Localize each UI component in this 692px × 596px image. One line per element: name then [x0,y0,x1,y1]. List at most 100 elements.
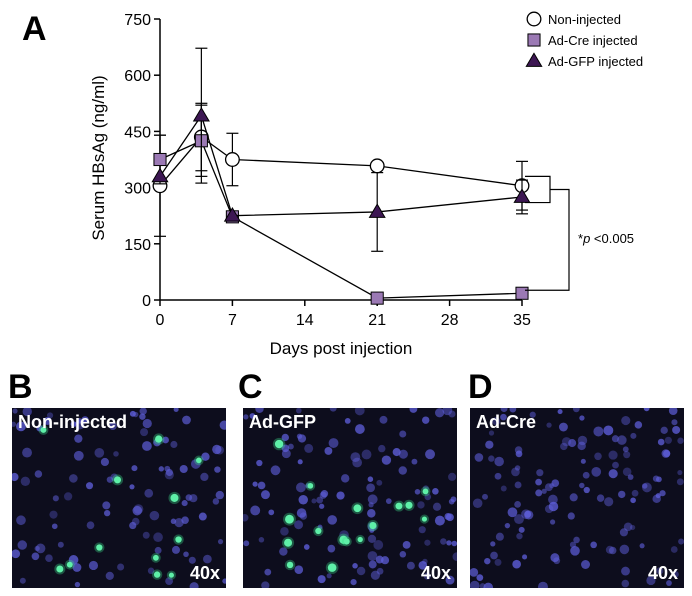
nucleus [324,447,333,455]
nucleus [279,547,288,556]
nucleus [185,494,193,501]
y-tick-label: 300 [124,181,151,198]
nucleus [378,444,386,453]
nucleus [434,408,445,418]
nucleus [217,539,224,545]
nucleus [500,485,507,492]
nucleus [570,546,580,556]
nucleus [113,451,119,457]
y-tick-label: 150 [124,237,151,254]
nucleus [664,436,672,444]
nucleus [485,440,494,449]
nucleus [479,583,486,588]
nucleus [311,498,317,504]
nucleus [548,501,559,512]
nucleus [630,497,636,504]
nucleus [631,489,639,497]
nucleus [46,412,54,419]
nucleus [634,421,643,429]
nucleus [117,563,125,571]
nucleus [594,452,602,461]
nucleus [296,408,302,414]
nucleus [548,494,558,505]
nucleus [153,532,163,543]
nucleus [639,543,645,549]
nucleus [418,526,426,534]
nucleus [19,577,26,584]
nucleus [12,421,17,427]
nucleus [623,522,633,532]
nucleus [445,575,455,585]
p-value-annotation: *p <0.005 [578,231,634,246]
nucleus [368,560,377,569]
nucleus [31,552,40,561]
nucleus [260,490,270,500]
legend-label: Ad-Cre injected [548,33,638,48]
data-point [370,291,384,305]
nucleus [579,482,585,489]
nucleus [642,482,652,493]
gfp-cell [274,439,284,449]
gfp-cell [307,482,314,489]
nucleus [524,510,532,518]
nucleus [490,541,496,547]
gfp-cell [152,554,159,561]
x-tick-label: 21 [368,312,386,329]
nucleus [666,580,672,586]
nucleus [399,551,407,558]
nucleus [612,461,619,469]
magnification-label: 40x [420,563,451,583]
nucleus [568,439,577,448]
nucleus [170,518,177,524]
nucleus [643,408,650,412]
nucleus [579,415,585,421]
series-ad-gfp-injected [151,47,531,252]
data-point [151,167,169,183]
nucleus [222,578,226,584]
data-point [223,207,241,222]
cell-field [243,408,457,588]
nucleus [451,540,457,547]
gfp-cell [56,565,64,573]
micrograph-label: Non-injected [18,412,128,432]
nucleus [354,424,365,434]
gfp-cell [395,502,403,510]
nucleus [57,541,64,548]
nucleus [257,481,266,490]
nucleus [380,556,390,565]
nucleus [326,573,332,579]
nucleus [417,501,425,509]
nucleus [189,582,199,588]
nucleus [421,416,430,424]
nucleus [129,521,137,530]
gfp-cell [357,536,363,543]
nucleus [250,505,261,516]
nucleus [356,566,366,576]
nucleus [402,540,411,549]
gfp-cell [286,561,294,569]
nucleus [52,495,59,502]
nucleus [507,507,518,518]
gfp-cell [405,501,413,509]
micrograph-ad-cre: Ad-Cre 40x [470,408,684,588]
micrograph-label: Ad-Cre [476,412,537,432]
x-axis-label: Days post injection [270,339,413,358]
nucleus [299,512,308,520]
nucleus [74,581,81,588]
nucleus [376,479,383,486]
nucleus [212,444,222,455]
nucleus [215,490,225,500]
nucleus [154,546,162,554]
nucleus [170,440,178,448]
nucleus [583,486,590,494]
nucleus [514,465,521,471]
nucleus [268,509,275,516]
nucleus [411,458,418,465]
hbsag-line-chart: 0 150 300 450 600 750 0 7 14 21 28 35 Non-injected A… [89,11,643,358]
nucleus [608,546,617,555]
nucleus [672,571,679,578]
nucleus [131,465,138,472]
nucleus [256,459,263,467]
nucleus [672,425,681,434]
nucleus [105,571,114,580]
